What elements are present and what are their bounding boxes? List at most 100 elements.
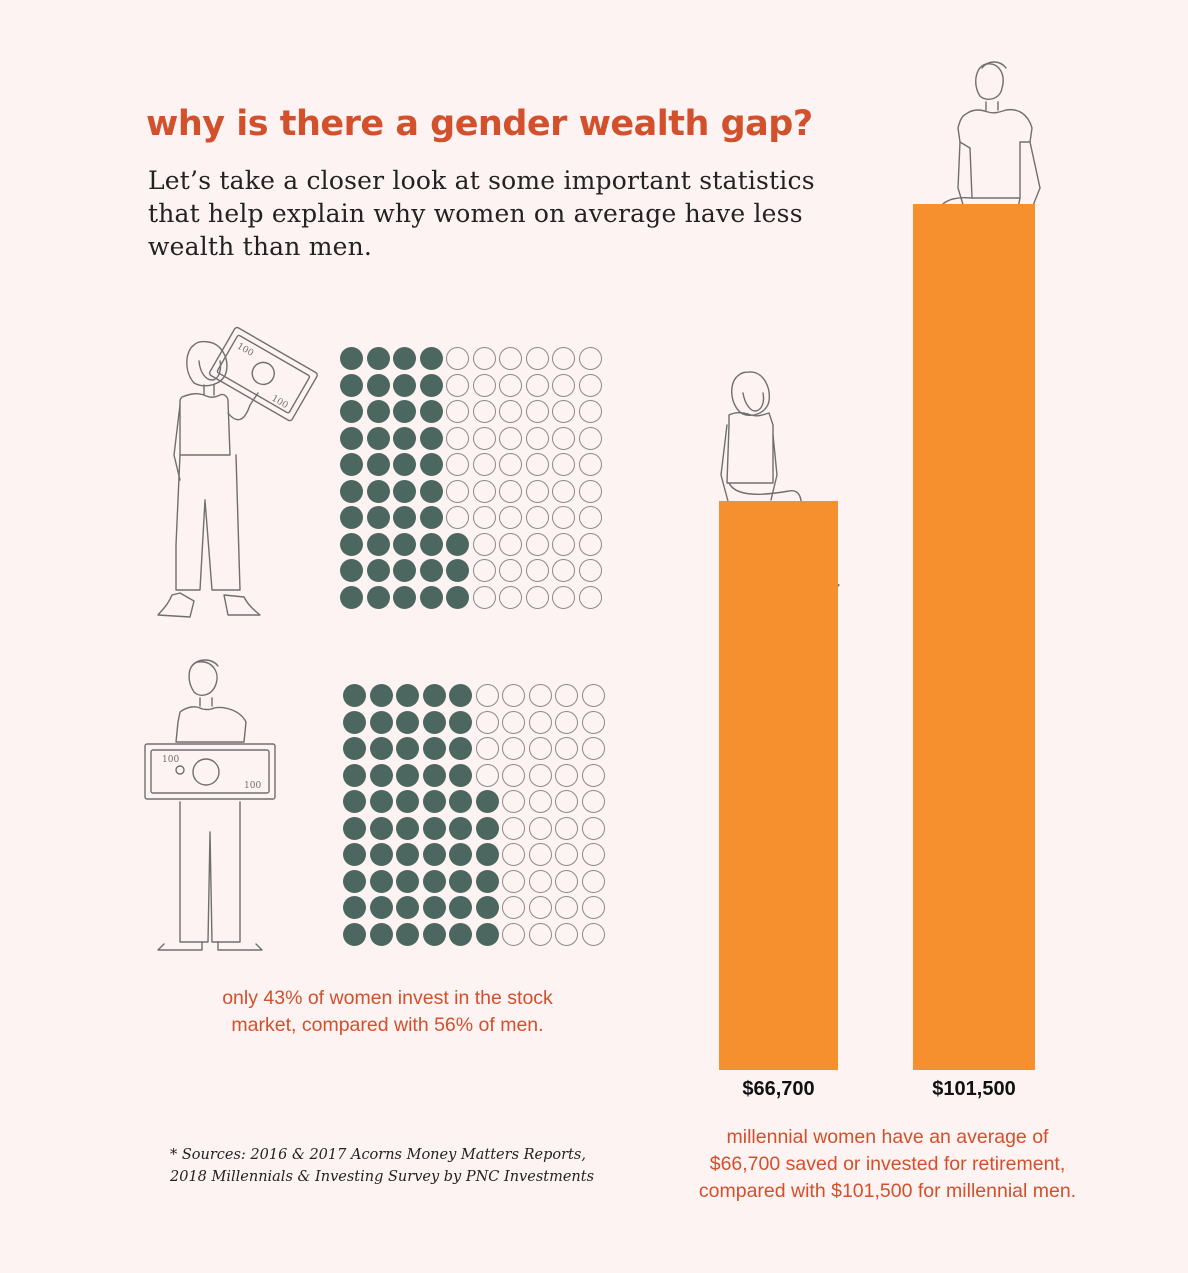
waffle-dot-empty — [578, 373, 602, 397]
waffle-women — [340, 347, 602, 609]
waffle-dot-empty — [581, 869, 605, 893]
waffle-dot-filled — [419, 585, 443, 609]
waffle-dot-filled — [422, 790, 446, 813]
waffle-dot-empty — [525, 400, 549, 423]
waffle-dot-empty — [502, 896, 525, 919]
waffle-dot-empty — [581, 790, 605, 813]
waffle-dot-filled — [369, 684, 393, 707]
waffle-dot-filled — [422, 737, 446, 760]
waffle-dot-empty — [499, 453, 522, 476]
waffle-dot-empty — [581, 922, 605, 946]
waffle-dot-empty — [472, 347, 496, 370]
waffle-dot-empty — [475, 737, 499, 760]
waffle-dot-empty — [528, 816, 552, 840]
waffle-dot-filled — [396, 869, 419, 893]
waffle-dot-empty — [552, 506, 575, 529]
waffle-dot-filled — [340, 506, 363, 529]
waffle-dot-filled — [419, 426, 443, 450]
waffle-dot-empty — [581, 843, 605, 866]
waffle-dot-filled — [340, 532, 363, 556]
waffle-dot-empty — [578, 506, 602, 529]
waffle-dot-filled — [396, 896, 419, 919]
waffle-dot-empty — [528, 896, 552, 919]
waffle-dot-empty — [472, 373, 496, 397]
waffle-dot-filled — [366, 559, 390, 582]
waffle-dot-empty — [502, 816, 525, 840]
waffle-dot-filled — [449, 843, 472, 866]
waffle-dot-empty — [581, 737, 605, 760]
waffle-dot-empty — [472, 532, 496, 556]
waffle-dot-empty — [499, 347, 522, 370]
bar-men — [913, 204, 1035, 1070]
waffle-dot-empty — [555, 710, 578, 734]
waffle-dot-filled — [422, 816, 446, 840]
waffle-dot-filled — [419, 453, 443, 476]
waffle-dot-empty — [581, 763, 605, 787]
waffle-dot-filled — [475, 869, 499, 893]
waffle-dot-empty — [528, 763, 552, 787]
waffle-dot-filled — [475, 843, 499, 866]
waffle-dot-filled — [340, 559, 363, 582]
waffle-dot-empty — [472, 426, 496, 450]
waffle-dot-filled — [366, 453, 390, 476]
waffle-dot-empty — [446, 453, 469, 476]
waffle-dot-empty — [502, 737, 525, 760]
waffle-dot-filled — [446, 559, 469, 582]
waffle-dot-filled — [340, 479, 363, 503]
waffle-dot-filled — [393, 479, 416, 503]
woman-holding-bill-icon: 100 100 — [157, 326, 318, 618]
waffle-dot-filled — [396, 710, 419, 734]
waffle-dot-filled — [449, 763, 472, 787]
waffle-dot-filled — [340, 347, 363, 370]
waffle-dot-filled — [393, 585, 416, 609]
waffle-dot-filled — [343, 790, 366, 813]
waffle-dot-filled — [369, 790, 393, 813]
waffle-dot-empty — [525, 506, 549, 529]
waffle-dot-filled — [446, 585, 469, 609]
waffle-dot-filled — [366, 479, 390, 503]
waffle-dot-empty — [552, 426, 575, 450]
waffle-dot-empty — [528, 869, 552, 893]
waffle-dot-empty — [552, 479, 575, 503]
waffle-dot-empty — [552, 532, 575, 556]
invest-caption: only 43% of women invest in the stock ma… — [222, 987, 553, 1036]
waffle-dot-empty — [499, 400, 522, 423]
waffle-dot-filled — [343, 843, 366, 866]
waffle-dot-filled — [369, 763, 393, 787]
waffle-dot-filled — [419, 506, 443, 529]
waffle-dot-empty — [446, 347, 469, 370]
waffle-dot-filled — [475, 790, 499, 813]
waffle-dot-empty — [502, 684, 525, 707]
waffle-dot-empty — [472, 453, 496, 476]
waffle-dot-empty — [578, 400, 602, 423]
waffle-dot-filled — [419, 347, 443, 370]
waffle-dot-empty — [472, 559, 496, 582]
waffle-dot-empty — [528, 790, 552, 813]
waffle-dot-filled — [369, 896, 393, 919]
waffle-dot-empty — [525, 479, 549, 503]
waffle-dot-empty — [525, 347, 549, 370]
waffle-dot-filled — [419, 559, 443, 582]
waffle-dot-filled — [449, 710, 472, 734]
waffle-dot-empty — [502, 710, 525, 734]
waffle-dot-filled — [422, 763, 446, 787]
waffle-dot-filled — [366, 426, 390, 450]
sources-line-2: 2018 Millennials & Investing Survey by P… — [170, 1169, 595, 1185]
waffle-dot-filled — [449, 684, 472, 707]
waffle-dot-empty — [499, 559, 522, 582]
waffle-dot-filled — [422, 843, 446, 866]
waffle-dot-filled — [343, 710, 366, 734]
waffle-dot-empty — [502, 763, 525, 787]
waffle-dot-filled — [369, 737, 393, 760]
waffle-dot-filled — [340, 585, 363, 609]
waffle-dot-empty — [578, 347, 602, 370]
waffle-dot-empty — [499, 426, 522, 450]
waffle-dot-filled — [475, 922, 499, 946]
waffle-dot-filled — [393, 453, 416, 476]
waffle-dot-filled — [422, 896, 446, 919]
waffle-dot-filled — [340, 400, 363, 423]
waffle-dot-filled — [396, 684, 419, 707]
waffle-dot-empty — [499, 479, 522, 503]
waffle-dot-empty — [446, 506, 469, 529]
waffle-dot-filled — [449, 816, 472, 840]
